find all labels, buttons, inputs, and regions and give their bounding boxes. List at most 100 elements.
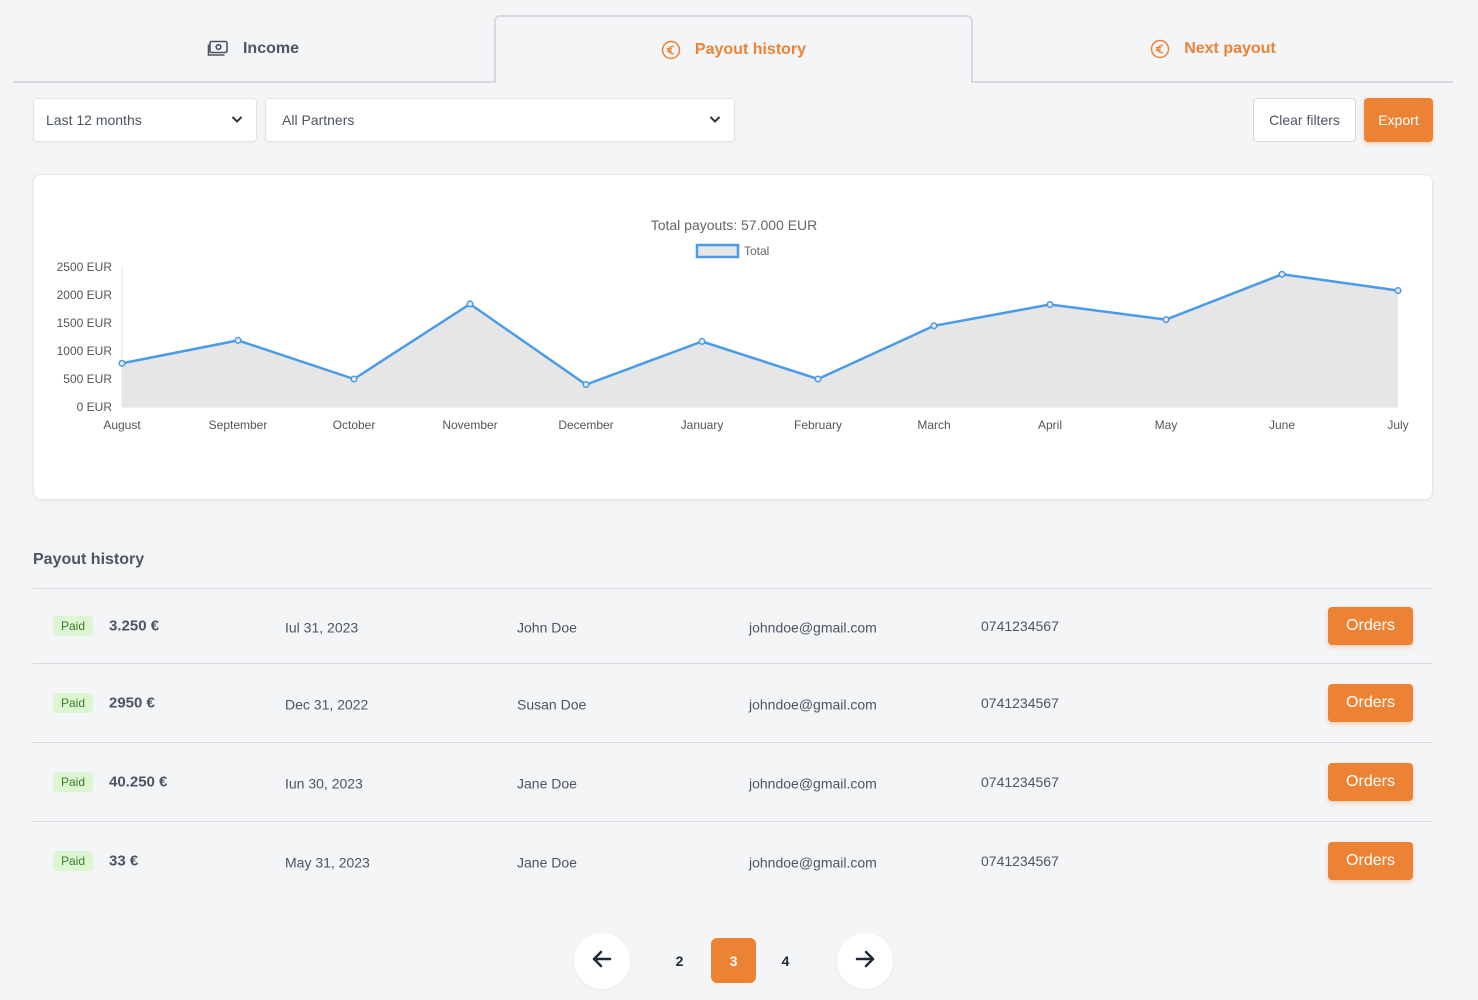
y-tick-label: 0 EUR <box>77 400 113 414</box>
euro-circle-icon <box>661 40 681 60</box>
status-badge: Paid <box>53 616 94 636</box>
payout-date: May 31, 2023 <box>285 854 370 871</box>
previous-page-button[interactable] <box>574 933 630 989</box>
payout-amount: 33 € <box>109 852 139 870</box>
period-select[interactable]: Last 12 months <box>33 98 257 142</box>
tab-next-payout-label: Next payout <box>1184 40 1276 57</box>
partner-email: johndoe@gmail.com <box>749 696 877 713</box>
x-axis-ticks: August September October November December Ja… <box>103 418 1408 432</box>
partner-name: Jane Doe <box>517 775 577 792</box>
data-point[interactable] <box>930 322 938 330</box>
x-tick-label: October <box>333 418 376 432</box>
payout-date: Dec 31, 2022 <box>285 696 369 713</box>
clear-filters-button[interactable]: Clear filters <box>1253 98 1356 142</box>
y-tick-label: 500 EUR <box>63 372 112 386</box>
x-tick-label: August <box>103 418 141 432</box>
data-point[interactable] <box>698 337 706 346</box>
tab-income[interactable]: Income <box>13 15 493 83</box>
data-point[interactable] <box>1162 316 1170 324</box>
status-badge: Paid <box>53 772 94 792</box>
arrow-left-icon <box>591 948 613 975</box>
data-point[interactable] <box>1046 300 1054 309</box>
series-area-total <box>122 274 1398 407</box>
y-tick-label: 1000 EUR <box>57 344 113 358</box>
data-point[interactable] <box>350 375 358 383</box>
partner-phone: 0741234567 <box>981 774 1059 790</box>
partner-email: johndoe@gmail.com <box>749 854 877 871</box>
orders-button[interactable]: Orders <box>1328 763 1413 801</box>
series-line-total <box>121 273 1399 386</box>
table-row: Paid 40.250 € Iun 30, 2023 Jane Doe john… <box>33 742 1433 821</box>
partner-name: Jane Doe <box>517 854 577 871</box>
payouts-chart-card: Total payouts: 57.000 EUR Total 0 EUR 500… <box>33 174 1433 500</box>
chevron-down-icon <box>708 112 722 129</box>
status-badge: Paid <box>53 693 94 713</box>
chart-title: Total payouts: 57.000 EUR <box>651 217 818 233</box>
data-point[interactable] <box>814 375 822 383</box>
x-tick-label: September <box>209 418 268 432</box>
table-row: Paid 33 € May 31, 2023 Jane Doe johndoe@… <box>33 821 1433 900</box>
legend-label: Total <box>744 244 769 258</box>
data-point[interactable] <box>234 336 242 344</box>
partner-email: johndoe@gmail.com <box>749 775 877 792</box>
page-button-3-current[interactable]: 3 <box>711 938 756 983</box>
data-point[interactable] <box>466 300 474 308</box>
y-tick-label: 2000 EUR <box>57 288 113 302</box>
orders-button[interactable]: Orders <box>1328 607 1413 645</box>
data-point[interactable] <box>1278 270 1286 278</box>
partner-name: John Doe <box>517 619 577 636</box>
tab-bar: Income Payout history Next payout <box>13 15 1453 83</box>
x-tick-label: June <box>1269 418 1295 432</box>
orders-button[interactable]: Orders <box>1328 842 1413 880</box>
legend-swatch <box>695 243 740 259</box>
data-point[interactable] <box>582 381 590 389</box>
partner-phone: 0741234567 <box>981 618 1059 634</box>
x-tick-label: April <box>1038 418 1062 432</box>
status-badge: Paid <box>53 851 94 871</box>
page-button-4[interactable]: 4 <box>781 952 790 969</box>
partners-select[interactable]: All Partners <box>265 98 735 142</box>
payout-amount: 40.250 € <box>109 773 168 791</box>
tab-income-label: Income <box>242 40 299 57</box>
partner-email: johndoe@gmail.com <box>749 619 877 636</box>
euro-circle-icon <box>1150 39 1170 59</box>
y-tick-label: 2500 EUR <box>57 260 113 274</box>
payout-date: Iul 31, 2023 <box>285 619 359 636</box>
chart-legend[interactable]: Total <box>695 243 769 259</box>
y-tick-label: 1500 EUR <box>57 316 113 330</box>
chevron-down-icon <box>230 112 244 129</box>
payout-amount: 2950 € <box>109 694 155 712</box>
x-tick-label: November <box>442 418 497 432</box>
partner-phone: 0741234567 <box>981 853 1059 869</box>
payout-amount: 3.250 € <box>109 617 160 635</box>
partner-name: Susan Doe <box>517 696 587 713</box>
table-row: Paid 3.250 € Iul 31, 2023 John Doe johnd… <box>33 588 1433 663</box>
section-title: Payout history <box>33 551 145 568</box>
cash-icon <box>207 40 229 58</box>
period-select-value: Last 12 months <box>46 112 142 128</box>
tab-next-payout[interactable]: Next payout <box>973 15 1453 83</box>
series-points-total <box>118 270 1402 389</box>
payouts-line-chart: Total payouts: 57.000 EUR Total 0 EUR 500… <box>57 217 1409 432</box>
next-page-button[interactable] <box>837 933 893 989</box>
tab-payout-history-label: Payout history <box>694 41 807 58</box>
partners-select-value: All Partners <box>282 112 355 128</box>
payout-date: Iun 30, 2023 <box>285 775 363 792</box>
partner-phone: 0741234567 <box>981 695 1059 711</box>
page-button-2[interactable]: 2 <box>675 952 684 969</box>
x-tick-label: December <box>558 418 613 432</box>
x-tick-label: July <box>1387 418 1408 432</box>
x-tick-label: May <box>1155 418 1178 432</box>
export-button[interactable]: Export <box>1364 98 1433 142</box>
orders-button[interactable]: Orders <box>1328 684 1413 722</box>
x-tick-label: January <box>681 418 724 432</box>
data-point[interactable] <box>118 359 126 367</box>
x-tick-label: March <box>917 418 950 432</box>
y-axis-ticks: 0 EUR 500 EUR 1000 EUR 1500 EUR 2000 EUR 2500… <box>57 260 113 414</box>
data-point[interactable] <box>1394 286 1402 295</box>
arrow-right-icon <box>854 948 876 975</box>
table-row: Paid 2950 € Dec 31, 2022 Susan Doe johnd… <box>33 663 1433 742</box>
payout-table: Paid 3.250 € Iul 31, 2023 John Doe johnd… <box>33 588 1433 900</box>
tab-payout-history[interactable]: Payout history <box>494 15 973 83</box>
x-tick-label: February <box>794 418 842 432</box>
